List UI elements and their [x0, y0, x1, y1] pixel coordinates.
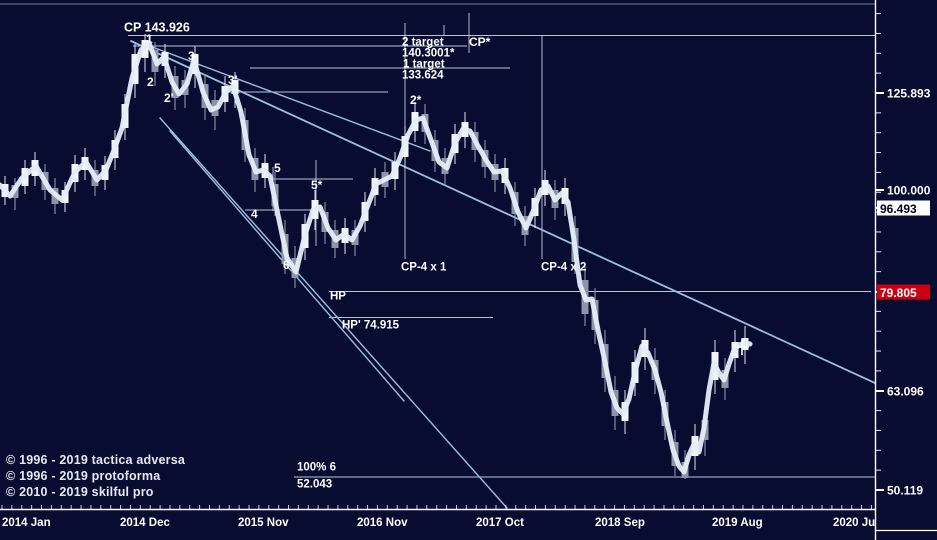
annotation-label[interactable]: 52.043	[297, 478, 332, 490]
annotation-label[interactable]: CP*	[469, 35, 491, 49]
price-axis-label: 50.119	[887, 484, 923, 498]
price-axis-label: 100.000	[887, 184, 931, 198]
annotation-label[interactable]: 3'	[228, 73, 238, 87]
price-axis-label: 63.096	[887, 385, 924, 399]
smoothed-price-line	[0, 40, 753, 475]
date-axis-label: 2019 Aug	[712, 517, 763, 529]
annotation-label[interactable]: CP 143.926	[124, 20, 190, 34]
marked-price-label: 96.493	[880, 202, 917, 216]
price-axis[interactable]: 125.893 100.000 63.096 50.119 96.493 79.805	[875, 13, 931, 498]
annotation-label[interactable]: CP-4 x 2	[541, 261, 586, 273]
date-axis-label: 2017 Oct	[476, 517, 524, 529]
annotation-label[interactable]: 133.624	[402, 69, 444, 81]
date-axis-label: 2014 Dec	[120, 517, 170, 529]
annotation-label[interactable]: HP	[330, 290, 346, 302]
annotation-label[interactable]: 140.3001*	[402, 47, 455, 59]
date-axis-label: 2016 Nov	[357, 517, 408, 529]
trend-lines[interactable]	[130, 40, 876, 509]
annotation-label[interactable]: 100% 6	[297, 461, 336, 473]
current-price-box	[877, 284, 930, 300]
date-axis-label: 2015 Nov	[238, 517, 289, 529]
candles-layer	[1, 34, 749, 479]
annotation-label[interactable]: 6	[283, 258, 290, 272]
annotation-label[interactable]: 5	[274, 161, 281, 175]
annotation-label[interactable]: 1	[146, 32, 153, 46]
date-axis-label: 2018 Sep	[595, 517, 645, 529]
watermark-line: © 1996 - 2019 tactica adversa	[6, 453, 186, 467]
annotation-label[interactable]: 2*	[410, 93, 422, 107]
annotation-label[interactable]: 4	[251, 207, 258, 221]
price-axis-strip[interactable]	[876, 0, 937, 540]
watermark-line: © 2010 - 2019 skilful pro	[6, 485, 154, 499]
trend-line[interactable]	[169, 130, 405, 402]
level-lines[interactable]	[0, 3, 875, 478]
watermark: © 1996 - 2019 tactica adversa © 1996 - 2…	[6, 452, 185, 500]
annotation-label[interactable]: 2 target	[402, 36, 444, 48]
current-price-label: 79.805	[880, 286, 917, 300]
marked-price-box	[877, 200, 930, 216]
watermark-line: © 1996 - 2019 protoforma	[6, 469, 161, 483]
annotation-label[interactable]: 2'	[164, 91, 174, 105]
date-axis[interactable]: 2014 Jan 2014 Dec 2015 Nov 2016 Nov 2017 Oct…	[1, 505, 875, 529]
vertical-lines[interactable]	[272, 13, 543, 259]
annotation-label[interactable]: CP-4 x 1	[401, 261, 447, 273]
trend-line[interactable]	[130, 40, 876, 384]
annotation-label[interactable]: 5*	[311, 178, 323, 192]
trend-line[interactable]	[159, 117, 508, 509]
annotation-label[interactable]: 2	[147, 75, 154, 89]
annotation-label[interactable]: HP' 74.915	[342, 319, 400, 331]
last-point-plus-marker	[735, 339, 749, 355]
date-axis-label: 2014 Jan	[2, 517, 51, 529]
price-axis-label: 125.893	[887, 87, 931, 101]
annotation-label[interactable]: 1 target	[403, 58, 445, 70]
date-axis-label: 2020 Ju	[833, 517, 875, 529]
annotation-label[interactable]: 3	[188, 49, 195, 63]
